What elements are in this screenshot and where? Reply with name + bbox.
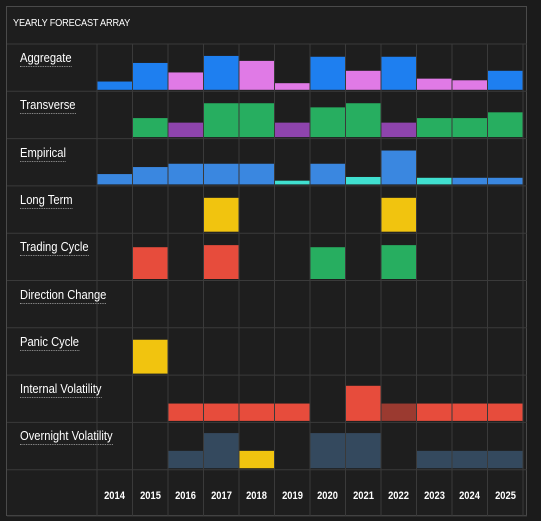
row-label-panic-cycle: Panic Cycle (20, 333, 80, 351)
year-label-2015: 2015 (139, 490, 161, 502)
forecast-bar-aggregate-2019 (275, 83, 310, 90)
year-label-2017: 2017 (210, 490, 232, 502)
forecast-bar-empirical-2020 (310, 163, 345, 185)
forecast-bar-internal-volatility-2022 (381, 403, 416, 421)
forecast-bar-aggregate-2024 (452, 80, 487, 90)
forecast-bar-overnight-volatility-2018 (239, 450, 274, 469)
panel-title: YEARLY FORECAST ARRAY (13, 18, 131, 29)
year-label-2014: 2014 (104, 490, 125, 502)
forecast-bar-overnight-volatility-2024 (452, 450, 487, 469)
forecast-bar-overnight-volatility-2021 (346, 433, 381, 469)
forecast-bar-empirical-2023 (417, 177, 452, 185)
forecast-bar-transverse-2021 (346, 103, 381, 138)
forecast-bar-internal-volatility-2017 (204, 403, 239, 421)
forecast-bar-transverse-2018 (239, 103, 274, 138)
forecast-bar-empirical-2015 (133, 167, 168, 185)
row-label-long-term: Long Term (20, 191, 73, 209)
forecast-bar-internal-volatility-2024 (452, 403, 487, 421)
forecast-bar-transverse-2020 (310, 107, 345, 138)
row-label-overnight-volatility: Overnight Volatility (20, 428, 113, 446)
forecast-bar-transverse-2023 (417, 118, 452, 138)
forecast-bar-internal-volatility-2016 (168, 403, 203, 421)
year-label-2019: 2019 (281, 490, 303, 502)
forecast-bar-trading-cycle-2017 (204, 245, 239, 279)
forecast-bar-overnight-volatility-2023 (417, 450, 452, 469)
forecast-bar-internal-volatility-2025 (488, 403, 523, 421)
row-label-trading-cycle: Trading Cycle (20, 239, 89, 257)
forecast-bar-long-term-2017 (204, 197, 239, 232)
year-label-2020: 2020 (317, 490, 338, 502)
row-label-aggregate: Aggregate (20, 50, 72, 67)
forecast-bar-overnight-volatility-2020 (310, 433, 345, 469)
forecast-bar-empirical-2017 (204, 163, 239, 185)
forecast-bar-transverse-2022 (381, 122, 416, 138)
forecast-bar-empirical-2016 (168, 163, 203, 185)
year-label-2024: 2024 (459, 490, 480, 502)
forecast-bar-internal-volatility-2019 (275, 403, 310, 421)
forecast-bar-aggregate-2022 (381, 56, 416, 90)
forecast-bar-long-term-2022 (381, 197, 416, 232)
row-label-empirical: Empirical (20, 144, 66, 162)
forecast-bar-aggregate-2025 (488, 70, 523, 90)
year-label-2016: 2016 (175, 490, 196, 502)
row-label-transverse: Transverse (20, 97, 76, 115)
forecast-bar-aggregate-2015 (133, 62, 168, 90)
forecast-bar-empirical-2024 (452, 177, 487, 185)
forecast-bar-aggregate-2017 (204, 55, 239, 90)
forecast-bar-empirical-2021 (346, 176, 381, 185)
forecast-bar-overnight-volatility-2017 (204, 433, 239, 469)
forecast-bar-internal-volatility-2023 (417, 403, 452, 421)
forecast-bar-aggregate-2018 (239, 60, 274, 90)
forecast-bar-trading-cycle-2020 (310, 247, 345, 279)
forecast-bar-panic-cycle-2015 (133, 339, 168, 374)
forecast-bar-aggregate-2020 (310, 56, 345, 90)
year-label-2018: 2018 (246, 490, 267, 502)
row-label-direction-change: Direction Change (20, 286, 107, 304)
forecast-bar-empirical-2014 (97, 174, 132, 185)
forecast-bar-overnight-volatility-2016 (168, 450, 203, 469)
forecast-bar-empirical-2019 (275, 180, 310, 185)
forecast-bar-internal-volatility-2018 (239, 403, 274, 421)
forecast-bar-internal-volatility-2021 (346, 385, 381, 421)
forecast-bar-transverse-2015 (133, 118, 168, 138)
year-label-2022: 2022 (388, 490, 409, 502)
forecast-bar-empirical-2025 (488, 177, 523, 185)
year-label-2021: 2021 (352, 490, 374, 502)
forecast-bar-transverse-2025 (488, 112, 523, 138)
forecast-bar-trading-cycle-2022 (381, 245, 416, 279)
forecast-bar-overnight-volatility-2025 (488, 450, 523, 469)
year-label-2025: 2025 (494, 490, 516, 502)
forecast-bar-trading-cycle-2015 (133, 247, 168, 279)
forecast-bar-transverse-2016 (168, 122, 203, 138)
year-label-2023: 2023 (423, 490, 445, 502)
forecast-bar-aggregate-2014 (97, 81, 132, 90)
forecast-bar-transverse-2017 (204, 103, 239, 138)
forecast-bar-aggregate-2023 (417, 78, 452, 90)
forecast-bar-transverse-2019 (275, 122, 310, 138)
row-label-internal-volatility: Internal Volatility (20, 381, 102, 399)
forecast-bar-transverse-2024 (452, 118, 487, 138)
forecast-bar-empirical-2022 (381, 150, 416, 185)
forecast-bar-aggregate-2021 (346, 70, 381, 90)
forecast-bar-aggregate-2016 (168, 72, 203, 90)
forecast-bar-empirical-2018 (239, 163, 274, 185)
